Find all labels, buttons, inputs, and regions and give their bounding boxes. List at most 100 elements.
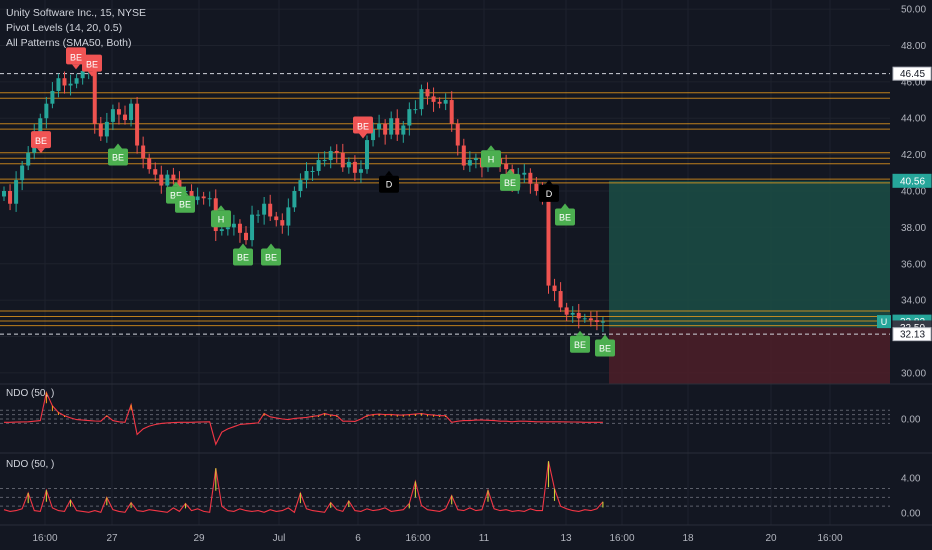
candle-body [147,158,152,170]
time-axis-tick: 29 [193,533,205,544]
candle-body [201,196,206,199]
candle-body [225,227,230,230]
candle-body [504,163,509,170]
pattern-badge-bear: BE [31,131,51,154]
pattern-badge-label: BE [265,252,277,262]
candle-body [449,100,454,124]
time-axis-tick: 6 [355,533,361,544]
candle-body [250,214,255,241]
candle-body [316,160,321,171]
pattern-badge-pointer [217,205,225,211]
candle-body [159,174,164,186]
candle-body [231,223,236,228]
candle-body [14,180,19,204]
candle-body [365,140,369,170]
chart-legend: Unity Software Inc., 15, NYSE Pivot Leve… [6,6,146,51]
candle-body [334,150,339,153]
pattern-badge-box [31,131,51,149]
candle-body [352,161,357,173]
candle-body [74,78,79,84]
pattern-badge-bear: BE [66,47,86,70]
candle-body [280,220,285,226]
price-label-dashed-level: 46.45 [892,66,932,81]
pattern-badge-pointer [576,330,584,336]
pattern-badge-neutral: D [539,179,559,202]
candle-body [153,169,158,175]
pattern-badge-label: BE [86,60,98,70]
ndo1-series-line [4,390,603,446]
candle-body [377,123,382,130]
pattern-badge-bull: BE [261,243,281,266]
time-axis-tick: 27 [106,533,118,544]
pattern-badge-label: BE [237,252,249,262]
candle-body [522,172,527,175]
pattern-badge-label: H [218,214,225,224]
pattern-badge-box [539,184,559,202]
candle-body [116,109,121,115]
candle-body [292,191,297,208]
pattern-badge-label: BE [559,212,571,222]
pattern-badge-box [233,248,253,266]
pattern-badge-box [570,335,590,353]
price-axis-tick: 36.00 [901,259,926,270]
candle-body [98,123,103,137]
pattern-badge-pointer [487,145,495,151]
price-label-value: 40.56 [900,176,925,187]
price-axis-tick: 50.00 [901,5,926,16]
candle-body [461,145,466,166]
pattern-badge-bull: BE [108,143,128,166]
price-axis-tick: 34.00 [901,296,926,307]
pattern-badge-box [66,47,86,65]
pattern-badge-bull: BE [570,330,590,353]
pattern-badge-label: BE [599,343,611,353]
candle-body [467,160,472,166]
candle-body [407,109,412,126]
pattern-badge-bull: BE [595,334,615,357]
price-label-value: 32.13 [900,330,925,341]
pattern-badge-bull: H [211,205,231,228]
candle-body [455,123,460,146]
candle-body [298,180,303,191]
candle-body [443,100,448,104]
candle-body [473,158,478,161]
candle-body [92,65,97,124]
pattern-badge-pointer [172,181,180,187]
price-label-box [892,66,932,81]
candle-body [68,83,73,86]
time-axis-tick: 11 [479,533,490,544]
ndo-pane-2-label: NDO (50, ) [6,459,55,470]
pattern-badge-label: BE [357,122,369,132]
price-axis-tick: 46.00 [901,77,926,88]
time-axis-tick: 20 [765,533,777,544]
candle-body [431,96,436,102]
candle-body [177,180,182,191]
position-target-zone [609,180,890,328]
candle-body [322,160,327,162]
candle-body [244,232,248,241]
pattern-badge-label: D [546,189,553,199]
ndo-pane-1-label: NDO (50, ) [6,388,55,399]
legend-all-patterns: All Patterns (SMA50, Both) [6,37,132,49]
candle-body [219,229,224,232]
symbol-tag-label: U [881,317,888,327]
candle-body [340,152,345,168]
candle-body [383,123,388,135]
candle-body [110,109,115,122]
candle-body [8,191,13,204]
pattern-badge-pointer [37,148,45,154]
pattern-badge-label: BE [70,52,82,62]
candle-body [26,152,31,166]
symbol-tag-box [877,315,891,329]
pattern-badge-pointer [72,64,80,70]
candle-body [123,114,127,121]
candle-body [141,145,146,159]
candle-body [310,170,315,172]
candle-body [262,203,267,215]
pattern-badge-pointer [114,143,122,149]
candle-body [558,291,563,308]
pattern-badge-pointer [545,179,553,185]
pattern-badge-neutral: D [379,170,399,193]
candle-body [588,318,593,321]
pattern-badge-box [211,210,231,228]
